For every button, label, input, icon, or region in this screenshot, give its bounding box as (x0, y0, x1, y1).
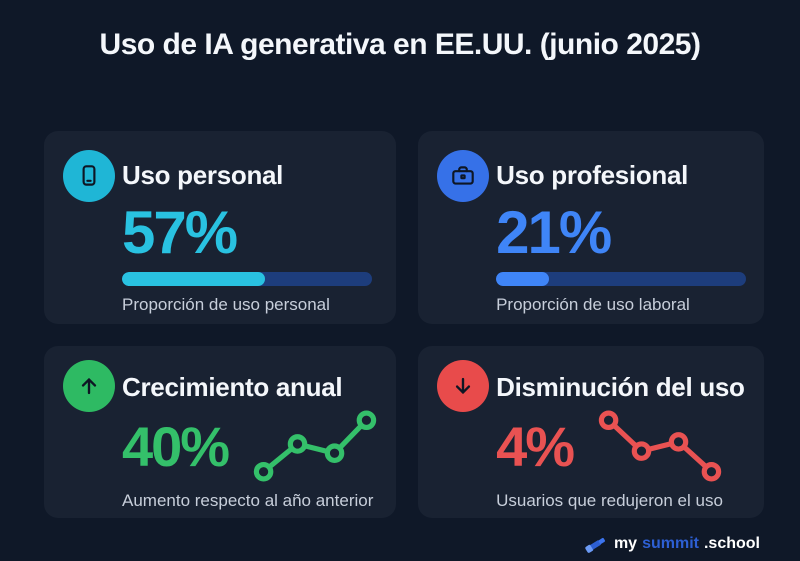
stat-subtitle: Proporción de uso personal (122, 295, 330, 315)
smartphone-icon (63, 150, 115, 202)
briefcase-icon (437, 150, 490, 202)
sparkline-up (253, 410, 377, 482)
stat-value: 21% (496, 199, 612, 266)
brand-text-my: my (613, 535, 638, 552)
stat-row: 4% (496, 410, 746, 482)
card-title: Crecimiento anual (122, 372, 343, 402)
card-title: Uso personal (122, 160, 284, 190)
sparkline-down (598, 410, 722, 482)
stat-value: 4% (496, 415, 575, 479)
stat-row: 40% (122, 410, 378, 482)
card-uso-profesional: Uso profesional 21% Proporción de uso la… (418, 131, 765, 324)
stat-subtitle: Aumento respecto al año anterior (122, 491, 374, 510)
card-disminucion-del-uso: Disminución del uso 4% Usuarios que redu… (418, 346, 765, 518)
card-title: Disminución del uso (496, 372, 745, 402)
page-title: Uso de IA generativa en EE.UU. (junio 20… (99, 28, 701, 61)
brand-text-school: .school (703, 535, 760, 552)
stat-value: 57% (122, 199, 238, 266)
card-uso-personal: Uso personal 57% Proporción de uso perso… (44, 131, 397, 324)
arrow-down-icon (437, 360, 490, 412)
progress-fill (496, 272, 549, 287)
card-crecimiento-anual: Crecimiento anual 40% Aumento respecto a… (44, 346, 397, 518)
telescope-icon (585, 537, 605, 553)
stats-grid: Uso personal 57% Proporción de uso perso… (44, 131, 765, 518)
progress-bar (122, 272, 372, 287)
stat-value: 40% (122, 415, 230, 479)
arrow-up-icon (63, 360, 115, 412)
brand-logo: my summit .school (583, 534, 760, 554)
progress-fill (122, 272, 265, 287)
card-title: Uso profesional (496, 160, 689, 190)
progress-bar (496, 272, 747, 287)
stat-subtitle: Proporción de uso laboral (496, 295, 690, 315)
brand-text-summit: summit (642, 535, 699, 552)
stat-subtitle: Usuarios que redujeron el uso (496, 491, 723, 510)
